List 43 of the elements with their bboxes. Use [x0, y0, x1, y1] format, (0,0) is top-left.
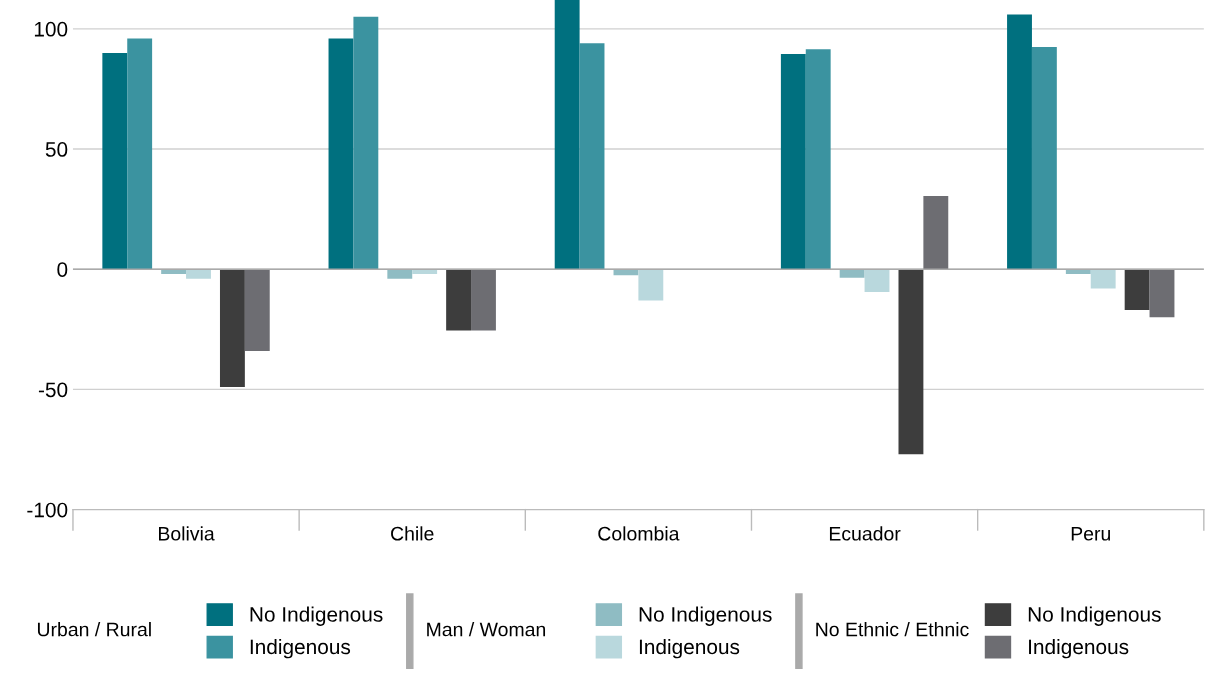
legend-label: Indigenous — [1029, 638, 1129, 659]
x-tick-label: Colombia — [598, 526, 680, 541]
x-tick-label: Bolivia — [159, 526, 215, 541]
text: No Ethnic / Ethnic — [816, 622, 969, 637]
bar — [898, 269, 924, 455]
x-tick-label: Ecuador — [829, 526, 901, 541]
bar — [1007, 14, 1032, 270]
bar — [923, 195, 949, 270]
bar — [471, 269, 496, 331]
text: Man / Woman — [427, 622, 546, 637]
bar — [244, 269, 270, 351]
bar — [864, 269, 890, 293]
bar — [328, 38, 354, 270]
legend-label: No Indigenous — [639, 606, 772, 626]
bar — [446, 269, 472, 331]
bar — [1031, 46, 1057, 270]
bar — [805, 49, 831, 270]
legend-label: Indigenous — [639, 638, 740, 659]
bar — [554, 0, 580, 270]
bar — [102, 52, 128, 270]
bar — [219, 269, 245, 388]
bar — [387, 269, 413, 279]
text: Urban / Rural — [37, 622, 151, 637]
bar — [127, 38, 153, 270]
y-tick-label: 50 — [45, 142, 68, 157]
x-tick-label: Chile — [391, 526, 434, 541]
bar — [353, 16, 379, 270]
legend-label: No Indigenous — [1028, 606, 1161, 626]
y-tick-label: 100 — [34, 21, 68, 37]
y-tick-label: -100 — [27, 502, 68, 518]
bar — [579, 43, 605, 270]
bar — [1149, 269, 1175, 318]
bar — [839, 269, 865, 278]
bar — [780, 54, 806, 270]
bar — [1124, 269, 1150, 311]
legend-label: Indigenous — [250, 638, 351, 659]
y-tick-label: 0 — [57, 262, 68, 277]
y-tick-label: -50 — [38, 382, 68, 398]
legend-label: No Indigenous — [250, 606, 383, 626]
bar — [638, 269, 664, 301]
x-tick-label: Peru — [1071, 527, 1110, 541]
bar — [1090, 269, 1116, 289]
bar — [186, 269, 211, 279]
